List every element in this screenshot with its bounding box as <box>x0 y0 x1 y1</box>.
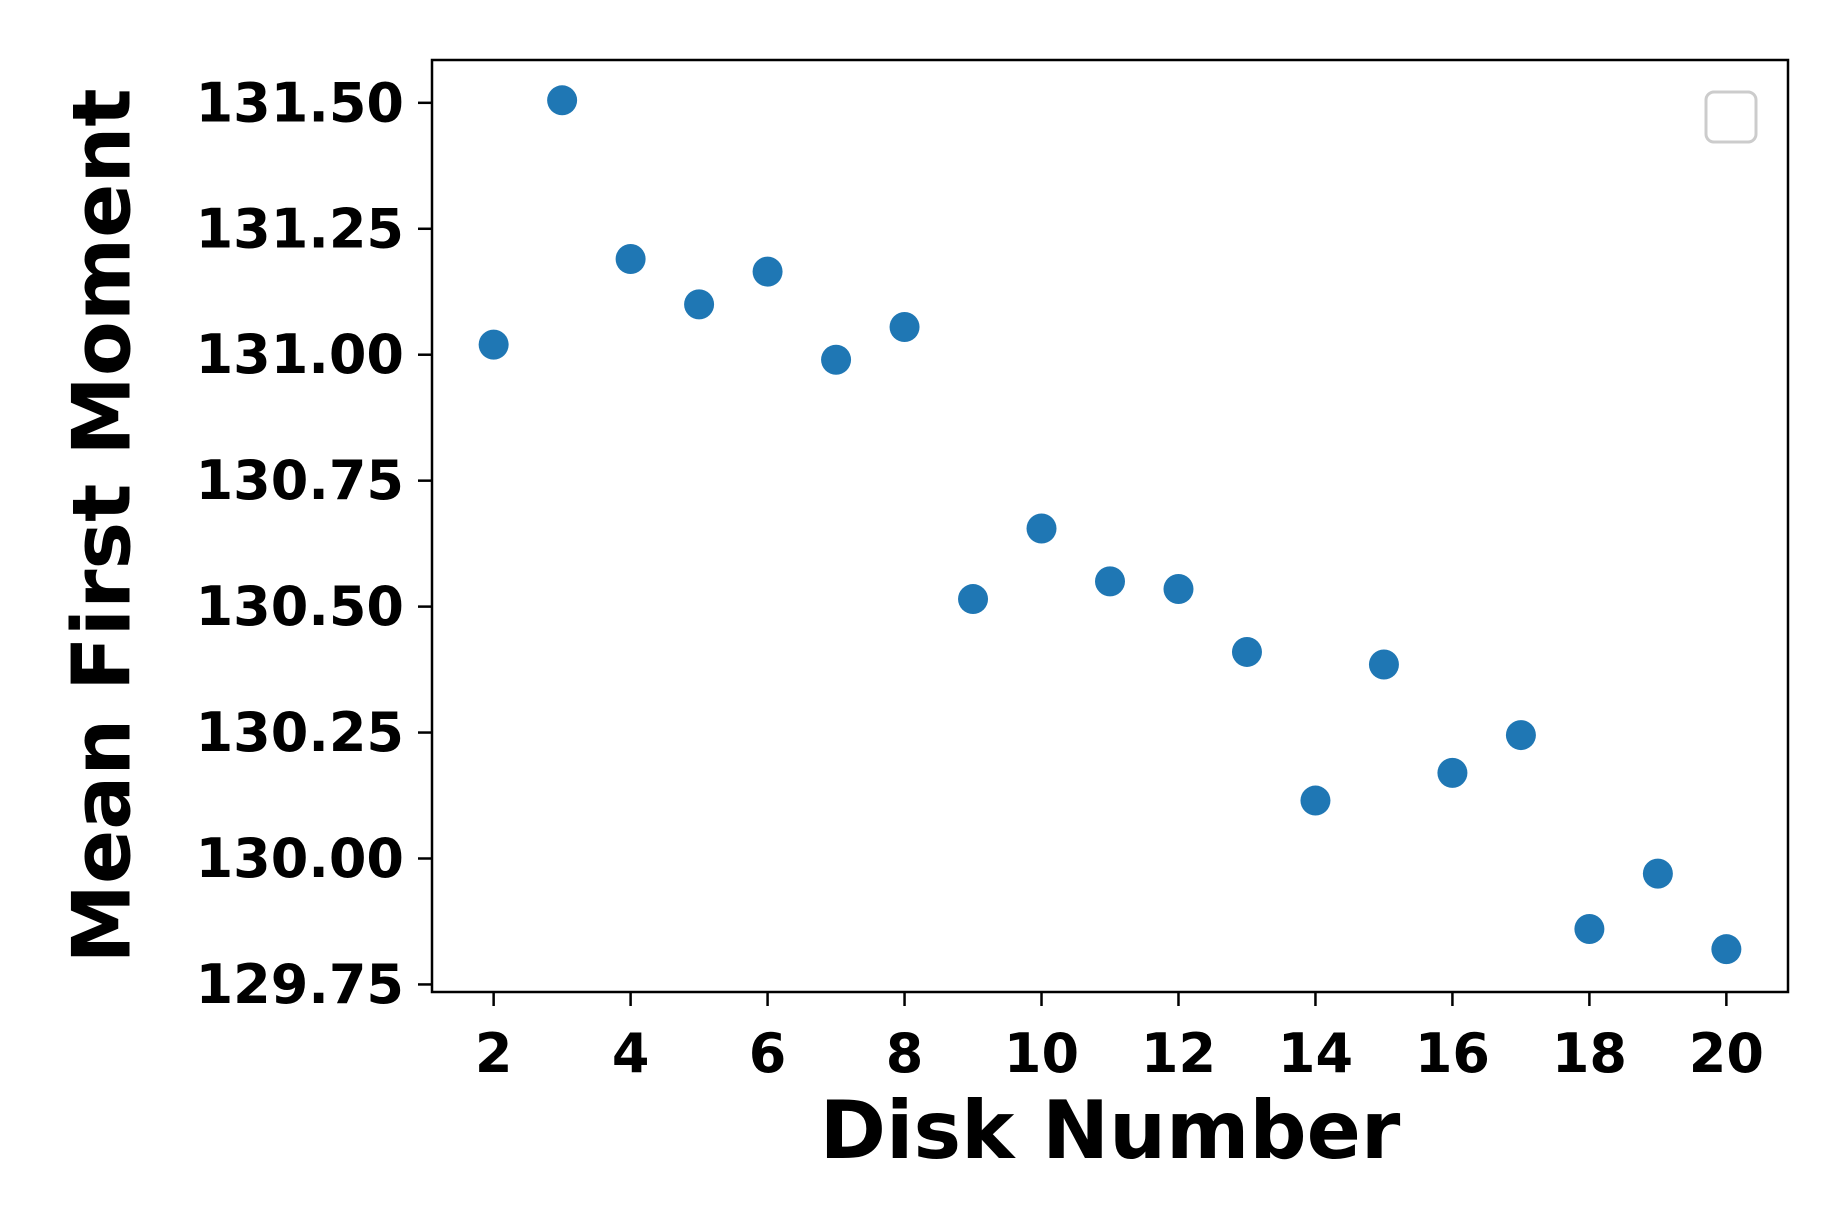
data-point <box>1574 914 1605 945</box>
data-point <box>821 344 852 375</box>
data-points <box>478 85 1742 965</box>
x-tick-label: 12 <box>1141 1022 1216 1085</box>
data-point <box>1300 785 1331 816</box>
data-point <box>1711 934 1742 965</box>
data-point <box>1642 858 1673 889</box>
x-tick-label: 8 <box>886 1022 924 1085</box>
y-tick-label: 129.75 <box>196 953 404 1016</box>
x-axis-title: Disk Number <box>820 1084 1401 1177</box>
data-point <box>752 256 783 287</box>
data-point <box>1437 757 1468 788</box>
data-point <box>958 584 989 615</box>
x-tick-label: 4 <box>612 1022 650 1085</box>
y-tick-label: 130.25 <box>196 701 404 764</box>
y-tick-label: 130.00 <box>196 827 404 890</box>
data-point <box>615 243 646 274</box>
x-tick-label: 6 <box>749 1022 787 1085</box>
x-tick-label: 16 <box>1415 1022 1490 1085</box>
y-tick-label: 131.25 <box>196 197 404 260</box>
data-point <box>684 289 715 320</box>
x-tick-label: 20 <box>1689 1022 1764 1085</box>
data-point <box>1368 649 1399 680</box>
y-axis-ticks: 129.75 130.00 130.25 130.50 130.75 131.00 131.… <box>196 71 432 1016</box>
x-axis-ticks: 2 4 6 8 10 12 14 16 18 20 <box>475 992 1764 1085</box>
y-tick-label: 130.75 <box>196 449 404 512</box>
data-point <box>1231 636 1262 667</box>
data-point <box>1095 566 1125 597</box>
data-point <box>1163 573 1194 604</box>
y-axis-title: Mean First Moment <box>56 88 149 963</box>
data-point <box>547 85 578 116</box>
plot-area-frame <box>430 58 1790 994</box>
y-tick-label: 130.50 <box>196 575 404 638</box>
y-tick-label: 131.00 <box>196 323 404 386</box>
data-point <box>478 329 509 360</box>
x-tick-label: 2 <box>475 1022 513 1085</box>
x-tick-label: 14 <box>1278 1022 1353 1085</box>
y-tick-label: 131.50 <box>196 71 404 134</box>
data-point <box>1505 720 1536 751</box>
data-point <box>889 312 920 343</box>
x-tick-label: 10 <box>1004 1022 1079 1085</box>
x-tick-label: 18 <box>1552 1022 1627 1085</box>
data-point <box>1026 513 1057 544</box>
legend-box <box>1704 90 1758 144</box>
